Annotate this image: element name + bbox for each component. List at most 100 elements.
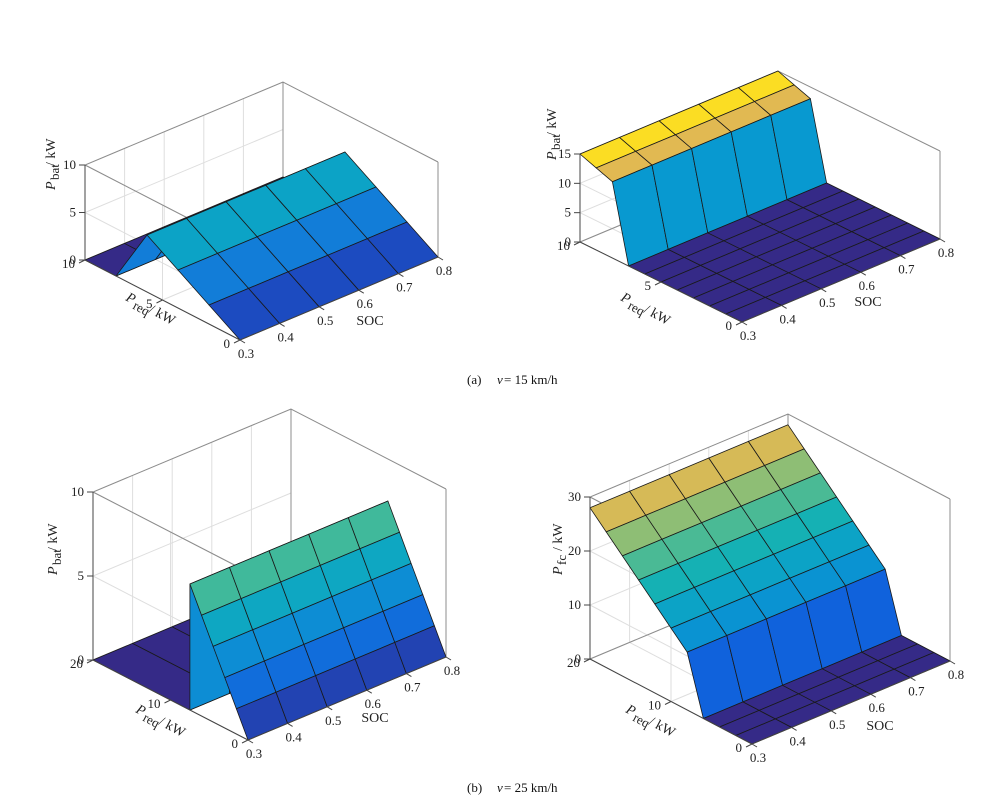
caption-b-prefix: (b) [467, 780, 482, 795]
z-tick-label: 5 [78, 568, 85, 583]
y-tick-label: 20 [567, 655, 580, 670]
y-tick [241, 739, 249, 744]
x-tick [791, 726, 797, 731]
z-tick-label: 0 [70, 252, 77, 267]
x-tick-label: 0.7 [908, 684, 925, 699]
z-label-main: P [44, 181, 59, 191]
z-tick-label: 0 [78, 652, 85, 667]
x-tick [781, 304, 787, 309]
y-tick-label: 0 [232, 736, 239, 751]
x-tick-label: 0.3 [750, 750, 766, 765]
z-tick-label: 10 [71, 484, 84, 499]
box-top [83, 81, 439, 246]
caption-a-rest: = 15 km/h [504, 372, 558, 387]
x-tick-label: 0.8 [938, 245, 954, 260]
x-tick [741, 321, 748, 326]
x-tick [751, 743, 758, 748]
y-tick-label: 20 [70, 656, 83, 671]
x-tick-label: 0.7 [898, 262, 915, 277]
z-tick-label: 15 [558, 146, 571, 161]
x-axis [741, 238, 941, 323]
y-tick [745, 743, 753, 748]
x-tick-label: 0.8 [444, 663, 460, 678]
x-tick [437, 256, 444, 261]
x-tick-label: 0.5 [325, 713, 341, 728]
x-tick-label: 0.7 [396, 280, 413, 295]
y-tick-label: 10 [557, 238, 570, 253]
x-tick-label: 0.3 [740, 328, 756, 343]
y-tick-label: 0 [726, 318, 733, 333]
gridline [91, 408, 292, 573]
z-label-sub: bat [49, 549, 64, 565]
x-tick [820, 288, 827, 293]
x-tick-label: 0.6 [859, 278, 876, 293]
x-axis [751, 660, 951, 745]
x-tick [860, 271, 867, 276]
x-axis-label: SOC [356, 314, 383, 329]
x-tick-label: 0.7 [404, 680, 421, 695]
x-axis-label: SOC [854, 295, 881, 310]
x-axis-label: SOC [866, 719, 893, 734]
x-tick [910, 677, 916, 682]
caption-b-rest: = 25 km/h [504, 780, 558, 795]
x-axis [247, 656, 447, 741]
x-tick [445, 656, 452, 661]
x-tick [939, 238, 946, 243]
z-label-main: P [46, 566, 61, 576]
y-label-sub: req [131, 298, 153, 319]
x-tick-label: 0.5 [819, 295, 835, 310]
z-label-unit: / kW [46, 523, 61, 551]
x-tick [870, 693, 877, 698]
x-tick [949, 660, 956, 665]
y-label-unit: / kW [646, 714, 678, 741]
z-label-main: P [551, 566, 566, 576]
z-tick-label: 0 [565, 234, 572, 249]
caption-b-var: v [497, 780, 503, 795]
y-tick-label: 10 [148, 696, 161, 711]
z-axis-label: Pfc / kW [551, 523, 569, 576]
x-tick [406, 673, 412, 678]
x-tick [279, 322, 285, 327]
box-top [91, 408, 447, 573]
y-tick [164, 699, 171, 704]
x-tick [287, 722, 293, 727]
x-tick-label: 0.3 [246, 746, 262, 761]
y-tick [664, 701, 672, 705]
y-label-unit: / kW [146, 302, 178, 329]
caption-a-prefix: (a) [467, 372, 481, 387]
x-tick [318, 306, 325, 311]
y-tick-label: 10 [62, 256, 75, 271]
y-label-unit: / kW [641, 302, 673, 329]
x-tick-label: 0.4 [789, 733, 806, 748]
z-tick-label: 0 [575, 651, 582, 666]
z-label-unit: / kW [44, 138, 59, 166]
x-tick [900, 255, 906, 260]
x-axis [239, 256, 439, 341]
z-tick-label: 20 [568, 543, 581, 558]
z-label-sub: bat [548, 134, 563, 150]
x-tick-label: 0.6 [869, 700, 886, 715]
y-label-sub: req [141, 710, 163, 731]
x-tick-label: 0.5 [317, 313, 333, 328]
y-tick [233, 339, 241, 344]
x-tick [239, 339, 246, 344]
x-tick [247, 739, 254, 744]
y-label-unit: / kW [156, 714, 188, 741]
z-label-main: P [545, 151, 560, 161]
z-tick-label: 10 [558, 175, 571, 190]
x-tick-label: 0.8 [436, 263, 452, 278]
x-tick-label: 0.6 [365, 696, 382, 711]
z-tick-label: 5 [70, 205, 77, 220]
x-tick-label: 0.4 [277, 329, 294, 344]
caption-b: (b) v = 25 km/h [467, 780, 558, 795]
z-tick-label: 10 [63, 157, 76, 172]
caption-a-var: v [497, 372, 503, 387]
x-tick-label: 0.6 [357, 296, 374, 311]
y-tick-label: 0 [224, 336, 231, 351]
z-label-unit: / kW [551, 523, 566, 551]
